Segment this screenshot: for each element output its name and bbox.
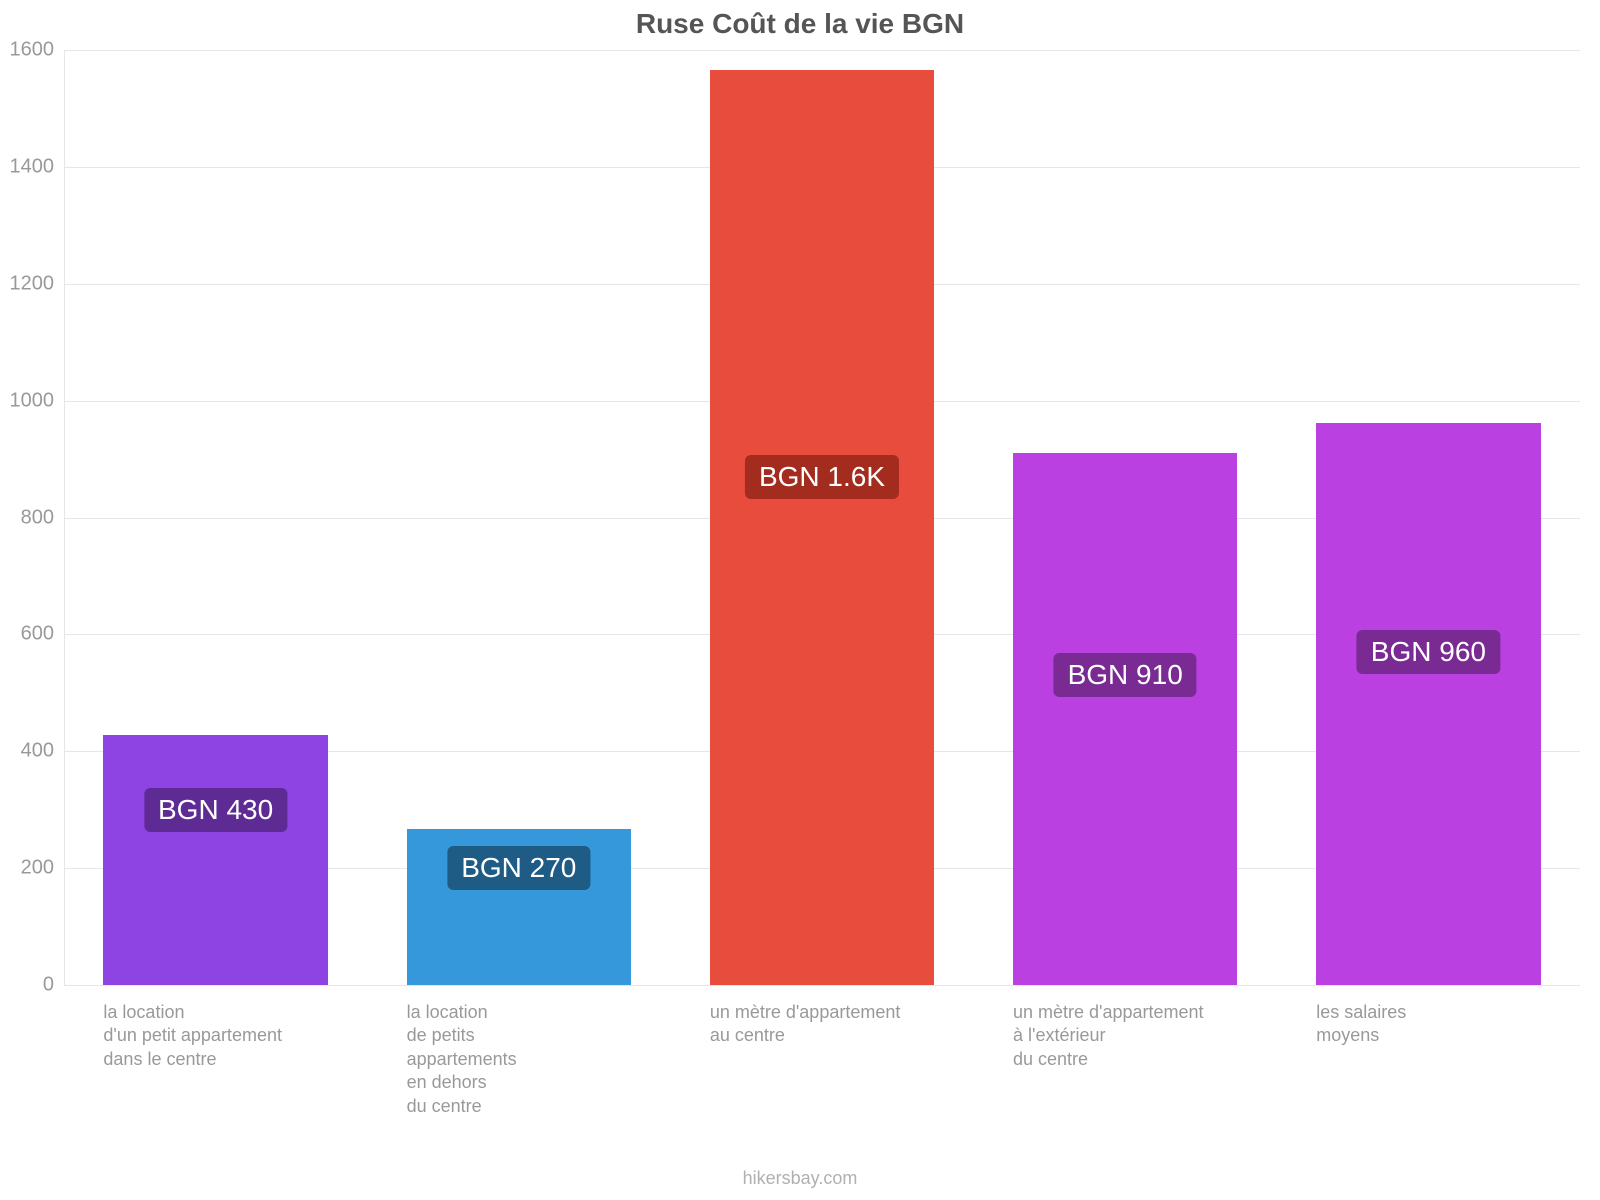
bar	[103, 735, 327, 985]
bar	[710, 70, 934, 985]
x-category-label: les salairesmoyens	[1316, 1001, 1540, 1048]
bar-value-label: BGN 910	[1054, 653, 1197, 697]
cost-of-living-chart: Ruse Coût de la vie BGN 0200400600800100…	[0, 0, 1600, 1200]
y-tick-label: 1200	[10, 272, 65, 295]
bar-value-label: BGN 960	[1357, 630, 1500, 674]
y-tick-label: 800	[21, 506, 64, 529]
x-category-label: un mètre d'appartementau centre	[710, 1001, 934, 1048]
x-category-label: la locationde petitsappartementsen dehor…	[407, 1001, 631, 1118]
y-tick-label: 1400	[10, 155, 65, 178]
x-category-label: la locationd'un petit appartementdans le…	[103, 1001, 327, 1071]
attribution-text: hikersbay.com	[0, 1168, 1600, 1189]
y-tick-label: 600	[21, 623, 64, 646]
y-tick-label: 400	[21, 740, 64, 763]
bar-value-label: BGN 1.6K	[745, 455, 899, 499]
gridline	[64, 985, 1580, 986]
chart-title: Ruse Coût de la vie BGN	[0, 8, 1600, 40]
gridline	[64, 50, 1580, 51]
x-category-label: un mètre d'appartementà l'extérieurdu ce…	[1013, 1001, 1237, 1071]
bar	[1013, 453, 1237, 985]
bar-value-label: BGN 270	[447, 846, 590, 890]
plot-area: 02004006008001000120014001600BGN 430la l…	[64, 50, 1580, 985]
bar-value-label: BGN 430	[144, 788, 287, 832]
y-tick-label: 200	[21, 857, 64, 880]
y-tick-label: 0	[43, 974, 64, 997]
y-tick-label: 1600	[10, 39, 65, 62]
bar	[1316, 423, 1540, 985]
y-tick-label: 1000	[10, 389, 65, 412]
